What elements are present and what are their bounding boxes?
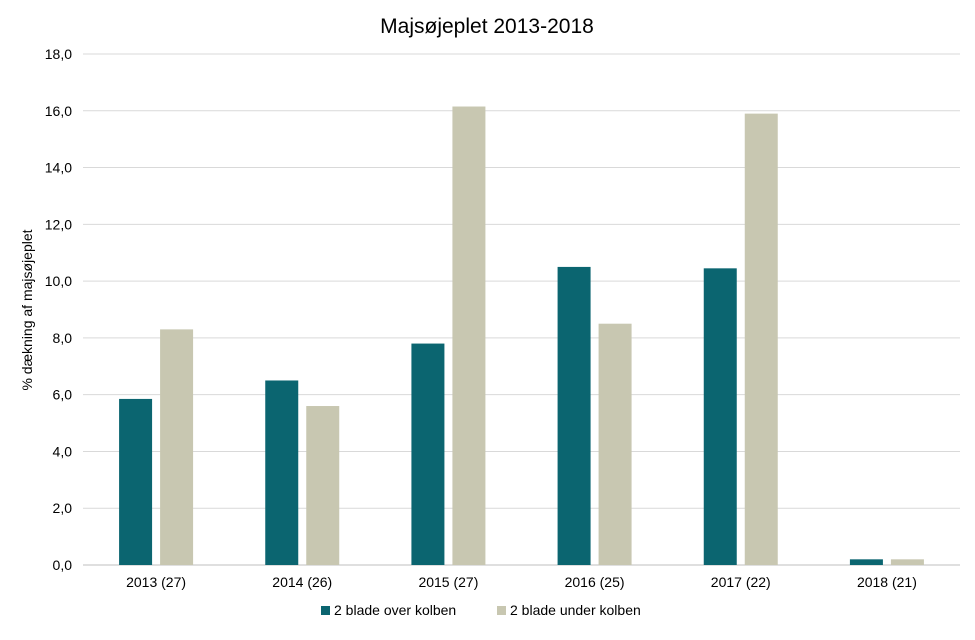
y-tick-label: 18,0 bbox=[45, 46, 72, 62]
bar-over-0 bbox=[119, 398, 153, 565]
bar-under-2 bbox=[452, 106, 486, 566]
legend: 2 blade over kolben 2 blade under kolben bbox=[321, 602, 641, 618]
y-tick-label: 8,0 bbox=[53, 330, 73, 346]
legend-label-over: 2 blade over kolben bbox=[334, 602, 456, 618]
legend-label-under: 2 blade under kolben bbox=[510, 602, 641, 618]
bar-over-3 bbox=[557, 266, 591, 565]
y-tick-label: 4,0 bbox=[53, 443, 73, 459]
legend-swatch-under bbox=[497, 606, 506, 615]
x-tick-label: 2014 (26) bbox=[272, 574, 332, 590]
bar-over-1 bbox=[265, 380, 299, 565]
bar-over-5 bbox=[849, 559, 883, 565]
bar-under-0 bbox=[160, 329, 194, 565]
bar-under-5 bbox=[890, 559, 924, 565]
bar-over-4 bbox=[703, 268, 737, 565]
chart-title: Majsøjeplet 2013-2018 bbox=[380, 15, 594, 38]
bar-under-1 bbox=[306, 406, 340, 565]
bar-under-3 bbox=[598, 323, 632, 565]
y-tick-label: 14,0 bbox=[45, 160, 72, 176]
y-tick-label: 16,0 bbox=[45, 103, 72, 119]
x-tick-label: 2017 (22) bbox=[711, 574, 771, 590]
x-tick-label: 2015 (27) bbox=[418, 574, 478, 590]
x-tick-label: 2018 (21) bbox=[857, 574, 917, 590]
y-axis-label: % dækning af majsøjeplet bbox=[19, 229, 35, 390]
y-tick-label: 6,0 bbox=[53, 387, 73, 403]
legend-swatch-over bbox=[321, 606, 330, 615]
bar-under-4 bbox=[744, 113, 778, 565]
y-tick-label: 12,0 bbox=[45, 216, 72, 232]
y-tick-label: 10,0 bbox=[45, 273, 72, 289]
bar-over-2 bbox=[411, 343, 445, 565]
y-tick-label: 0,0 bbox=[53, 557, 73, 573]
y-tick-label: 2,0 bbox=[53, 500, 73, 516]
x-tick-label: 2013 (27) bbox=[126, 574, 186, 590]
x-tick-label: 2016 (25) bbox=[565, 574, 625, 590]
